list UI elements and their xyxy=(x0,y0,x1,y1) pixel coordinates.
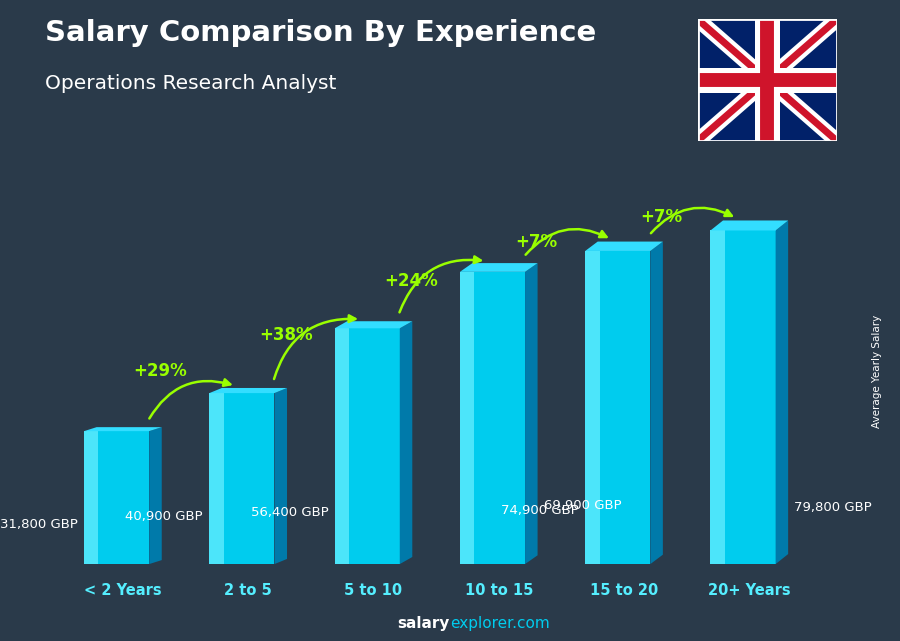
Polygon shape xyxy=(460,272,474,564)
Text: 2 to 5: 2 to 5 xyxy=(224,583,272,598)
Polygon shape xyxy=(460,272,525,564)
Text: 56,400 GBP: 56,400 GBP xyxy=(250,506,328,519)
Polygon shape xyxy=(210,393,224,564)
Text: 31,800 GBP: 31,800 GBP xyxy=(0,518,77,531)
Polygon shape xyxy=(651,242,663,564)
Text: +7%: +7% xyxy=(641,208,683,226)
Polygon shape xyxy=(210,393,274,564)
Polygon shape xyxy=(400,321,412,564)
Text: 69,900 GBP: 69,900 GBP xyxy=(544,499,622,512)
Text: 79,800 GBP: 79,800 GBP xyxy=(795,501,872,514)
Text: 15 to 20: 15 to 20 xyxy=(590,583,658,598)
Text: 10 to 15: 10 to 15 xyxy=(464,583,533,598)
Text: +24%: +24% xyxy=(384,272,438,290)
FancyArrowPatch shape xyxy=(526,229,607,254)
Text: +29%: +29% xyxy=(133,362,187,380)
Polygon shape xyxy=(335,328,400,564)
Polygon shape xyxy=(710,231,776,564)
FancyArrowPatch shape xyxy=(149,379,230,419)
FancyArrowPatch shape xyxy=(651,208,732,233)
Polygon shape xyxy=(460,263,537,272)
Text: Average Yearly Salary: Average Yearly Salary xyxy=(872,315,883,428)
Text: explorer.com: explorer.com xyxy=(450,617,550,631)
Polygon shape xyxy=(335,321,412,328)
Text: 40,900 GBP: 40,900 GBP xyxy=(125,510,203,522)
Polygon shape xyxy=(710,231,724,564)
Text: 20+ Years: 20+ Years xyxy=(708,583,790,598)
Polygon shape xyxy=(84,431,149,564)
Text: Salary Comparison By Experience: Salary Comparison By Experience xyxy=(45,19,596,47)
Text: < 2 Years: < 2 Years xyxy=(84,583,162,598)
Text: +7%: +7% xyxy=(516,233,557,251)
Text: salary: salary xyxy=(398,617,450,631)
Polygon shape xyxy=(149,427,162,564)
Polygon shape xyxy=(585,242,663,251)
Polygon shape xyxy=(84,427,162,431)
Polygon shape xyxy=(585,251,651,564)
FancyArrowPatch shape xyxy=(400,256,481,312)
Polygon shape xyxy=(525,263,537,564)
Polygon shape xyxy=(335,328,349,564)
Text: +38%: +38% xyxy=(259,326,312,344)
Polygon shape xyxy=(710,221,788,231)
Polygon shape xyxy=(776,221,788,564)
Polygon shape xyxy=(84,431,98,564)
Text: Operations Research Analyst: Operations Research Analyst xyxy=(45,74,337,93)
Text: 74,900 GBP: 74,900 GBP xyxy=(501,504,579,517)
FancyArrowPatch shape xyxy=(274,315,356,379)
Polygon shape xyxy=(210,388,287,393)
Polygon shape xyxy=(274,388,287,564)
Text: 5 to 10: 5 to 10 xyxy=(345,583,402,598)
Polygon shape xyxy=(585,251,599,564)
